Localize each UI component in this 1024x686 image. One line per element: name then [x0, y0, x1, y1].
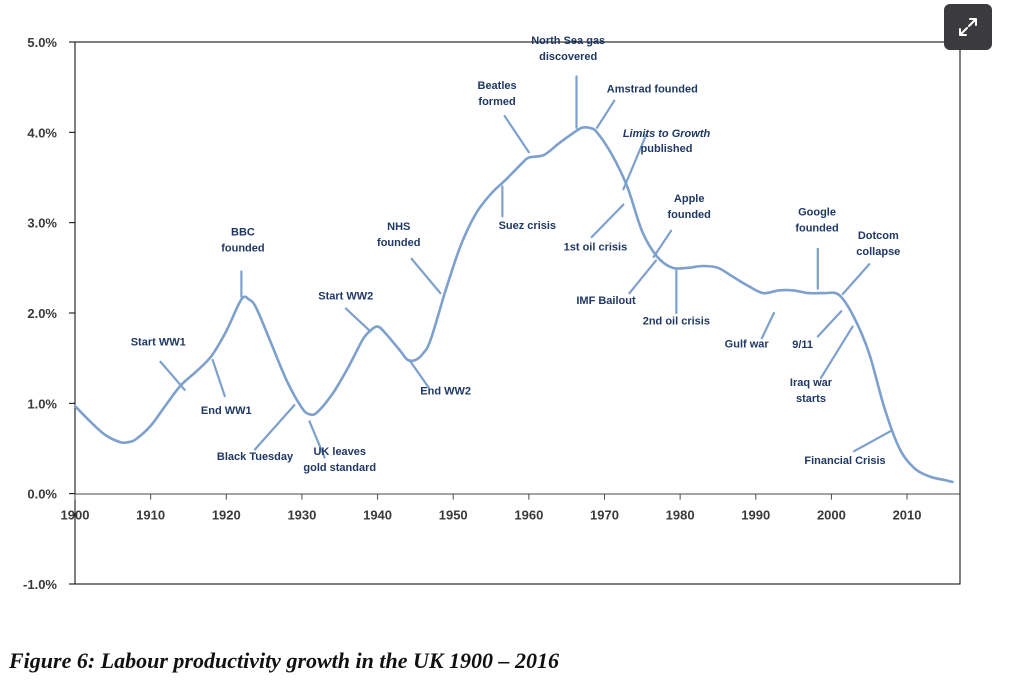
annotation-leader-line [622, 133, 648, 191]
expand-arrows-icon [959, 18, 977, 36]
y-tick-label: 3.0% [27, 216, 57, 231]
annotation-label: discovered [539, 51, 597, 63]
annotation-leader-line [652, 229, 673, 259]
annotation-label: Black Tuesday [217, 451, 294, 463]
annotation-label: founded [795, 222, 838, 234]
productivity-growth-line [73, 125, 954, 484]
annotation-leader-line [590, 203, 625, 239]
annotation-label: IMF Bailout [576, 295, 636, 307]
annotation-label: gold standard [303, 462, 376, 474]
annotation-label: Beatles [478, 80, 517, 92]
annotation-leader-line [408, 358, 431, 390]
x-tick-label: 1990 [741, 508, 770, 523]
annotation-leader-line [628, 259, 658, 295]
figure-caption: Figure 6: Labour productivity growth in … [9, 648, 560, 673]
y-tick-label: -1.0% [23, 577, 57, 592]
y-tick-label: 0.0% [27, 487, 57, 502]
annotation-label: Start WW2 [318, 290, 373, 302]
annotation-labels: Start WW1 End WW1 BBC founded Black Tuesday U… [131, 35, 901, 474]
figure-panel: -1.0% 0.0% 1.0% 2.0% 3.0% 4.0% 5.0% 1900 1910 19… [23, 34, 961, 592]
annotation-leader-line [816, 310, 843, 338]
annotation-label: starts [796, 393, 826, 405]
x-tick-label: 2010 [893, 508, 922, 523]
annotation-label: BBC [231, 226, 255, 238]
annotation-label: UK leaves [313, 446, 366, 458]
annotation-label: Suez crisis [499, 220, 556, 232]
y-tick-label: 1.0% [27, 396, 57, 411]
y-tick-label: 4.0% [27, 125, 57, 140]
annotation-leader-line [410, 257, 442, 295]
x-tick-label: 1980 [666, 508, 695, 523]
annotation-label: founded [668, 209, 711, 221]
annotation-label: Iraq war [790, 377, 833, 389]
line-chart: -1.0%0.0%1.0%2.0%3.0%4.0%5.0% 1900 1910 19… [23, 35, 961, 592]
annotation-leader-line [595, 99, 616, 129]
x-tick-label: 1910 [136, 508, 165, 523]
x-tick-label: 1940 [363, 508, 392, 523]
annotation-label: collapse [856, 246, 900, 258]
annotation-label: End WW1 [201, 405, 252, 417]
expand-button[interactable] [944, 4, 992, 50]
x-tick-label: 1900 [61, 508, 90, 523]
x-tick-label: 1920 [212, 508, 241, 523]
annotation-label: 2nd oil crisis [643, 316, 710, 328]
annotation-leader-line [344, 307, 372, 333]
annotation-label: Gulf war [725, 338, 770, 350]
annotation-label: Google [798, 206, 836, 218]
annotation-leader-line [760, 311, 776, 340]
annotation-label: formed [478, 96, 515, 108]
annotation-leader-line [841, 263, 871, 296]
annotation-label: founded [377, 237, 420, 249]
annotation-label: Start WW1 [131, 337, 186, 349]
annotation-label: 9/11 [792, 339, 813, 351]
annotation-leader-line [853, 429, 894, 453]
annotation-leader-line [503, 114, 530, 154]
annotation-label: North Sea gas [531, 35, 605, 47]
annotation-label: Financial Crisis [804, 455, 885, 467]
x-tick-label: 1950 [439, 508, 468, 523]
y-tick-label: 5.0% [27, 35, 57, 50]
plot-frame [74, 41, 961, 585]
annotation-label: NHS [387, 221, 410, 233]
annotation-label: End WW2 [420, 385, 471, 397]
x-axis-ticks: 1900 1910 1920 1930 1940 1950 1960 1970 1980 1990… [61, 493, 922, 523]
annotation-leader-line [253, 404, 296, 451]
y-axis-ticks: -1.0% 0.0% 1.0% 2.0% 3.0% 4.0% 5.0% [23, 35, 75, 592]
annotation-label: Apple [674, 193, 705, 205]
annotation-label: 1st oil crisis [564, 242, 628, 254]
annotation-leader-line [819, 325, 854, 380]
y-tick-label: 2.0% [27, 306, 57, 321]
x-tick-label: 1930 [287, 508, 316, 523]
annotation-label: published [641, 143, 693, 155]
x-tick-label: 1970 [590, 508, 619, 523]
annotation-label: founded [221, 242, 264, 254]
x-tick-label: 2000 [817, 508, 846, 523]
x-tick-label: 1960 [514, 508, 543, 523]
annotation-leader-line [308, 420, 326, 459]
annotation-label: Dotcom [858, 230, 899, 242]
annotation-label: Limits to Growth [623, 128, 711, 140]
annotation-leader-lines [159, 75, 894, 459]
annotation-leader-line [211, 358, 226, 398]
annotation-label: Amstrad founded [607, 84, 698, 96]
